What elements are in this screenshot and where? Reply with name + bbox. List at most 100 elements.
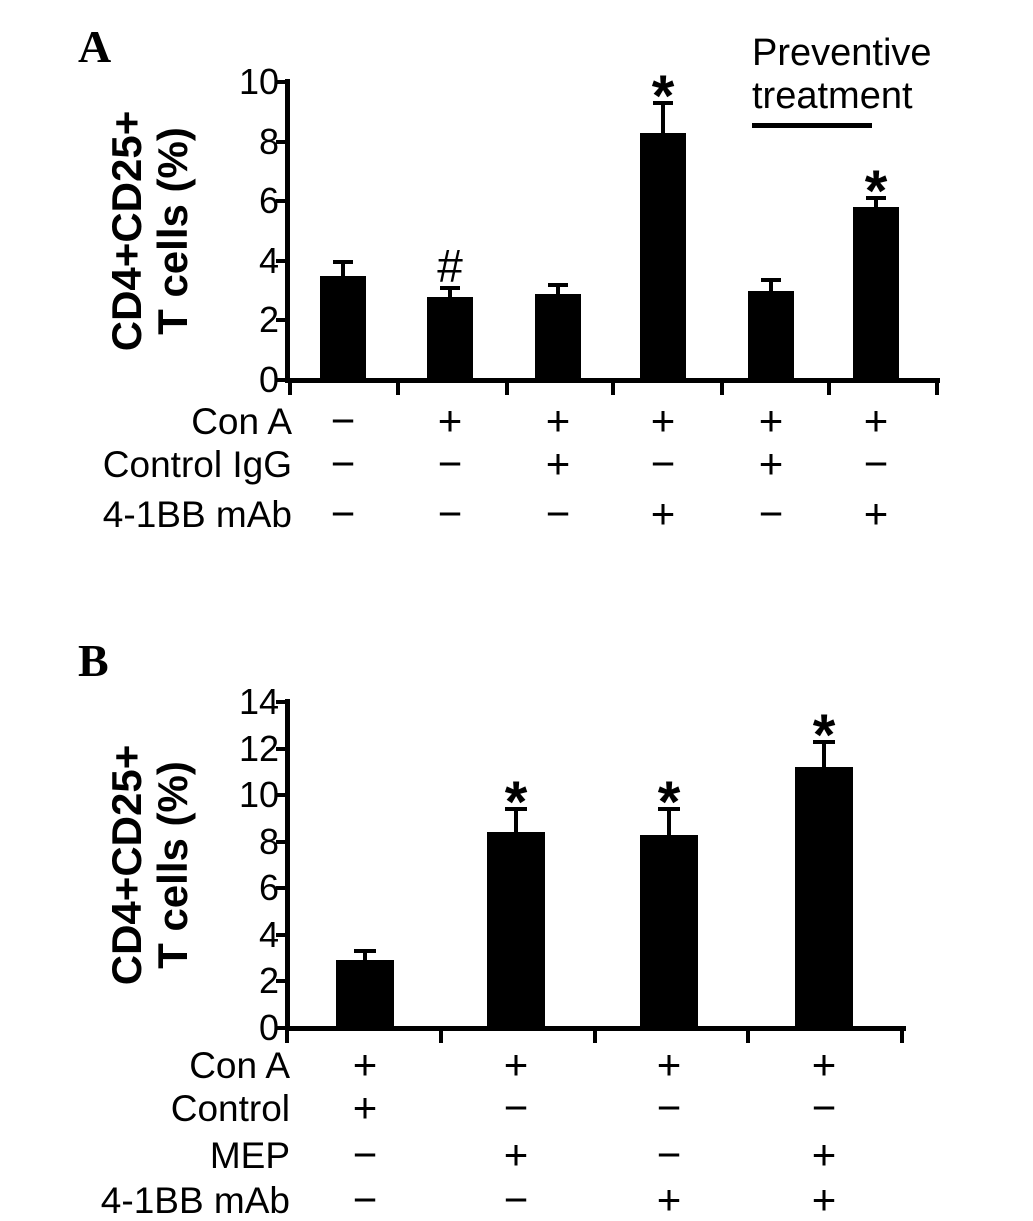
y-axis-title-line-2: T cells (%) (149, 127, 196, 335)
panel-b-y-tick (276, 1026, 285, 1030)
panel-a-error-bar (769, 280, 773, 294)
panel-b-bar (336, 960, 394, 1030)
panel-b-condition-row-label: 4-1BB mAb (100, 1180, 290, 1221)
preventive-treatment-label: Preventive treatment (752, 32, 932, 118)
panel-a-x-tick (611, 383, 615, 395)
panel-b-significance-marker: * (657, 770, 681, 836)
panel-a-error-bar (448, 287, 452, 300)
panel-a-condition-cell: − (437, 490, 463, 537)
panel-a-condition-cell: + (863, 397, 889, 444)
panel-a-condition-cell: + (758, 397, 784, 444)
panel-a-condition-cell: − (863, 440, 889, 487)
panel-a-error-bar-cap (653, 100, 673, 105)
panel-a-y-tick-label: 6 (258, 180, 279, 222)
panel-a-y-tick-label: 8 (258, 120, 279, 162)
panel-b-error-bar (667, 809, 671, 838)
panel-b-y-tick (276, 793, 285, 798)
panel-a-error-bar (661, 102, 665, 136)
panel-b-y-tick-label: 14 (238, 681, 279, 722)
panel-a-bar (853, 207, 899, 382)
panel-a-condition-row-label: Con A (191, 401, 292, 442)
panel-b-y-tick (276, 700, 285, 704)
panel-a-letter: A (78, 21, 112, 72)
panel-b-condition-cell: − (503, 1084, 529, 1131)
panel-a-y-tick (276, 258, 285, 263)
panel-b-y-tick-label: 12 (238, 727, 279, 769)
panel-b-x-tick (285, 1031, 289, 1043)
panel-a-y-axis (285, 79, 290, 383)
panel-b-condition-cell: − (656, 1131, 682, 1178)
panel-a-condition-cell: + (650, 397, 676, 444)
panel-b-significance-marker: * (504, 770, 528, 836)
panel-b-condition-cell: − (503, 1176, 529, 1221)
panel-a-condition-row-label: Control IgG (102, 444, 292, 485)
panel-a-bar (748, 290, 794, 382)
panel-b-error-bar-cap (505, 807, 527, 812)
panel-a-error-bar-cap (440, 285, 460, 290)
panel-a-x-tick (505, 383, 509, 395)
panel-a-error-bar-cap (548, 282, 568, 287)
panel-a-x-tick (720, 383, 724, 395)
panel-a-error-bar-cap (333, 260, 353, 265)
panel-b-y-tick-label: 8 (258, 820, 279, 862)
panel-a-x-axis (285, 378, 940, 383)
panel-a-y-tick-label: 10 (238, 61, 279, 102)
panel-a-x-tick (396, 383, 400, 395)
panel-a-bar (640, 132, 686, 382)
panel-b-error-bar-cap (658, 807, 680, 812)
y-axis-title-line-1: CD4+CD25+ (103, 110, 150, 352)
panel-b-y-tick-label: 10 (238, 774, 279, 816)
panel-a-significance-marker: # (437, 239, 463, 292)
panel-b-condition-cell: − (811, 1084, 837, 1131)
panel-b-y-axis-title: CD4+CD25+ T cells (%) (103, 685, 196, 1045)
panel-a-condition-row-label: 4-1BB mAb (102, 494, 292, 535)
panel-a-bar (535, 293, 581, 382)
panel-b-condition-cell: + (503, 1131, 529, 1178)
panel-b-error-bar (822, 741, 826, 771)
panel-b-y-axis (285, 699, 290, 1031)
panel-a-condition-cell: + (650, 490, 676, 537)
panel-b-error-bar-cap (354, 949, 376, 954)
panel-a-condition-cell: − (758, 490, 784, 537)
panel-a-condition-cell: − (650, 440, 676, 487)
panel-b-x-tick (439, 1031, 443, 1043)
panel-b-y-tick (276, 886, 285, 891)
panel-b-y-tick-label: 0 (258, 1007, 279, 1048)
panel-a-condition-cell: + (758, 440, 784, 487)
y-axis-title-line-1: CD4+CD25+ (103, 744, 150, 986)
panel-b-x-tick (746, 1031, 750, 1043)
panel-a-bar (320, 275, 366, 382)
panel-a-y-tick-label: 4 (258, 239, 279, 281)
panel-a-condition-cell: + (863, 490, 889, 537)
panel-b-y-tick-label: 4 (258, 913, 279, 955)
panel-a-y-tick (276, 139, 285, 144)
panel-a-error-bar-cap (866, 196, 886, 201)
panel-b-y-tick (276, 932, 285, 937)
panel-a-y-tick (276, 318, 285, 323)
panel-a-error-bar (874, 198, 878, 211)
panel-b-condition-cell: + (811, 1041, 837, 1088)
panel-b-condition-cell: + (811, 1176, 837, 1221)
panel-a-y-tick (276, 80, 285, 84)
panel-a-y-tick (276, 378, 285, 382)
panel-b-x-axis (285, 1026, 906, 1031)
panel-a-condition-cell: − (545, 490, 571, 537)
panel-a-condition-cell: − (330, 440, 356, 487)
panel-b-condition-cell: + (503, 1041, 529, 1088)
panel-a-significance-marker: * (864, 159, 888, 225)
panel-b-significance-marker: * (812, 702, 836, 768)
panel-b-condition-cell: − (352, 1176, 378, 1221)
panel-a-error-bar-cap (761, 278, 781, 283)
panel-b-condition-cell: + (352, 1084, 378, 1131)
panel-b-condition-cell: + (656, 1176, 682, 1221)
panel-a-y-axis-title: CD4+CD25+ T cells (%) (103, 51, 196, 411)
panel-a-x-tick (827, 383, 831, 395)
panel-b-condition-cell: − (352, 1131, 378, 1178)
panel-a-condition-cell: + (545, 397, 571, 444)
panel-b-condition-row-label: Con A (189, 1045, 290, 1086)
panel-a-error-bar (341, 262, 345, 279)
panel-b-condition-cell: + (656, 1041, 682, 1088)
preventive-treatment-line-1: Preventive (752, 32, 932, 74)
panel-a-y-tick-label: 0 (258, 359, 279, 400)
panel-a-condition-cell: − (437, 440, 463, 487)
